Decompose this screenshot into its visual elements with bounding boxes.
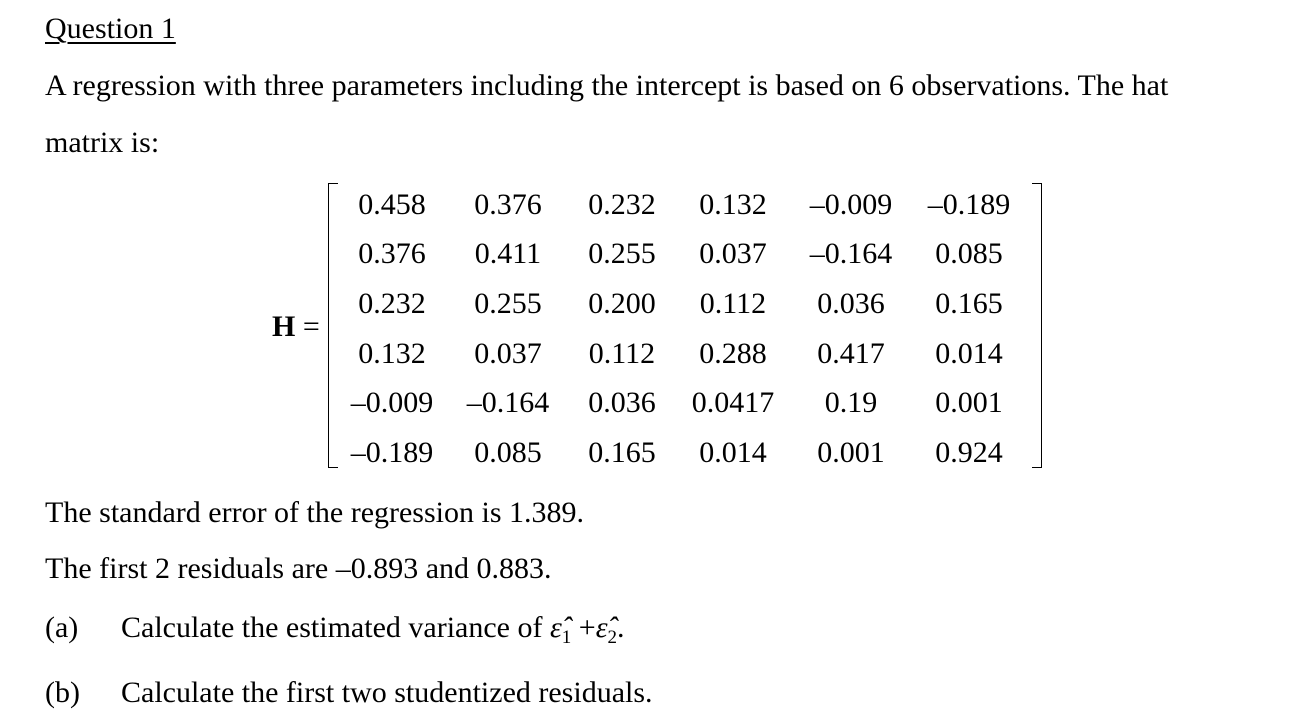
matrix-symbol: H (272, 310, 296, 343)
matrix-cell: 0.165 (588, 435, 656, 469)
matrix-cell: 0.232 (358, 286, 426, 320)
intro-line-1: A regression with three parameters inclu… (45, 69, 1169, 102)
epsilon-hat-1: ε̂ (549, 611, 562, 644)
matrix-cell: 0.288 (699, 336, 767, 370)
matrix-cell: –0.189 (350, 435, 434, 469)
matrix-cell: 0.458 (358, 187, 426, 221)
matrix-cell: 0.411 (474, 237, 542, 271)
matrix-left-bracket (328, 183, 338, 468)
matrix-cell: 0.014 (935, 336, 1003, 370)
intro-line-2: matrix is: (45, 126, 160, 159)
matrix-cell: 0.132 (358, 336, 426, 370)
matrix-cell: –0.009 (350, 386, 434, 420)
matrix-cell: 0.0417 (691, 386, 775, 420)
matrix-cell: 0.014 (699, 435, 767, 469)
matrix-cell: –0.009 (809, 187, 893, 221)
matrix-cell: 0.085 (474, 435, 542, 469)
residuals-statement: The first 2 residuals are –0.893 and 0.8… (45, 552, 552, 585)
matrix-equals: = (302, 310, 320, 343)
matrix-cell: 0.200 (588, 286, 656, 320)
matrix-cell: 0.036 (588, 386, 656, 420)
part-a: Calculate the estimated variance of ε̂1 … (121, 611, 625, 648)
matrix-row: 0.458 0.376 0.232 0.132 –0.009 –0.189 (338, 180, 1028, 230)
matrix-cell: 0.417 (817, 336, 885, 370)
std-error-statement: The standard error of the regression is … (45, 496, 585, 529)
matrix-cell: 0.924 (935, 435, 1003, 469)
matrix-cell: 0.232 (588, 187, 656, 221)
period: . (617, 611, 625, 644)
matrix-cell: 0.085 (935, 237, 1003, 271)
subscript-2: 2 (607, 627, 618, 648)
matrix-cell: 0.001 (935, 386, 1003, 420)
matrix-cell: –0.164 (466, 386, 550, 420)
part-b-text: Calculate the first two studentized resi… (121, 676, 653, 709)
matrix-cell: 0.376 (474, 187, 542, 221)
part-a-text: Calculate the estimated variance of (121, 611, 543, 644)
matrix-right-bracket (1032, 183, 1042, 468)
subscript-1: 1 (561, 627, 572, 648)
plus-sign: + (578, 611, 596, 644)
matrix-cell: 0.165 (935, 286, 1003, 320)
epsilon-hat-2: ε̂ (595, 611, 608, 644)
matrix-cell: 0.255 (588, 237, 656, 271)
matrix-cell: 0.037 (699, 237, 767, 271)
matrix-cell: 0.376 (358, 237, 426, 271)
matrix-row: –0.009 –0.164 0.036 0.0417 0.19 0.001 (338, 378, 1028, 428)
matrix-cell: 0.036 (817, 286, 885, 320)
matrix-cell: –0.164 (809, 237, 893, 271)
part-a-math: ε̂1 +ε̂2. (549, 611, 625, 648)
matrix-row: –0.189 0.085 0.165 0.014 0.001 0.924 (338, 428, 1028, 478)
matrix-row: 0.132 0.037 0.112 0.288 0.417 0.014 (338, 329, 1028, 379)
matrix-cell: 0.037 (474, 336, 542, 370)
matrix-cell: 0.112 (588, 336, 656, 370)
matrix-label: H = (272, 310, 320, 344)
matrix-cell: 0.001 (817, 435, 885, 469)
part-b-label: (b) (45, 676, 80, 709)
matrix-row: 0.376 0.411 0.255 0.037 –0.164 0.085 (338, 230, 1028, 280)
matrix-cell: 0.19 (824, 386, 878, 420)
part-a-label: (a) (45, 611, 79, 644)
matrix-cell: –0.189 (927, 187, 1011, 221)
matrix-cell: 0.255 (474, 286, 542, 320)
question-title: Question 1 (45, 12, 176, 45)
matrix-cell: 0.112 (699, 286, 767, 320)
matrix-cell: 0.132 (699, 187, 767, 221)
hat-matrix: 0.458 0.376 0.232 0.132 –0.009 –0.189 0.376 0.4… (338, 180, 1028, 478)
matrix-row: 0.232 0.255 0.200 0.112 0.036 0.165 (338, 279, 1028, 329)
